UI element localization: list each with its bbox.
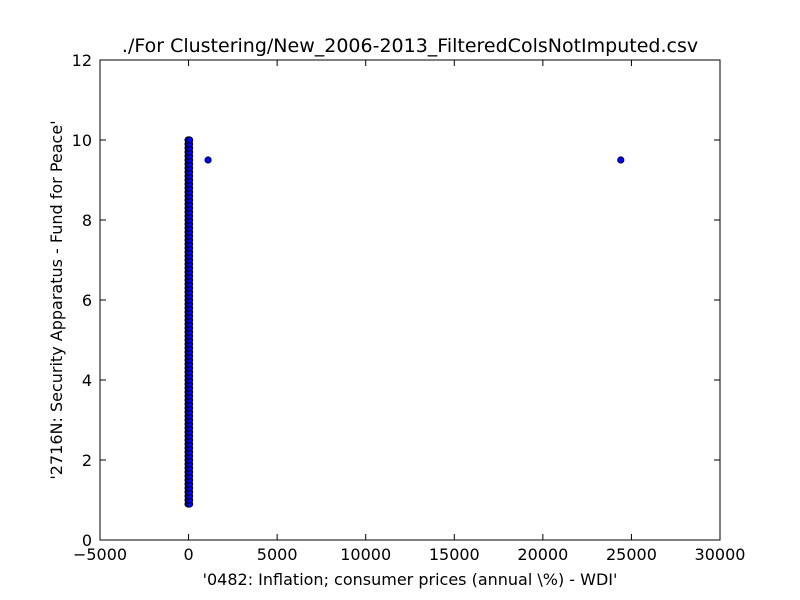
x-tick-label: 5000 [257,545,298,564]
y-tick-label: 10 [72,131,92,150]
x-tick-label: 15000 [429,545,480,564]
y-tick-label: 6 [82,291,92,310]
x-tick-label: 10000 [340,545,391,564]
x-tick-label: 30000 [695,545,746,564]
data-point [186,136,194,144]
y-tick-label: 12 [72,51,92,70]
x-tick-label: 20000 [517,545,568,564]
x-tick-label: 25000 [606,545,657,564]
y-tick-label: 4 [82,371,92,390]
axis-ticks: −5000 0 5000 10000 15000 20000 25000 3000002468… [72,51,746,564]
x-tick-label: −5000 [73,545,127,564]
y-tick-label: 8 [82,211,92,230]
x-tick-label: 0 [183,545,193,564]
chart-title: ./For Clustering/New_2006-2013_FilteredC… [122,35,698,57]
y-axis-label: '2716N: Security Apparatus - Fund for Pe… [47,120,66,479]
x-axis-label: '0482: Inflation; consumer prices (annua… [203,570,618,589]
data-point [204,156,212,164]
data-points [184,136,625,508]
y-tick-label: 2 [82,451,92,470]
y-tick-label: 0 [82,531,92,550]
data-point [617,156,625,164]
